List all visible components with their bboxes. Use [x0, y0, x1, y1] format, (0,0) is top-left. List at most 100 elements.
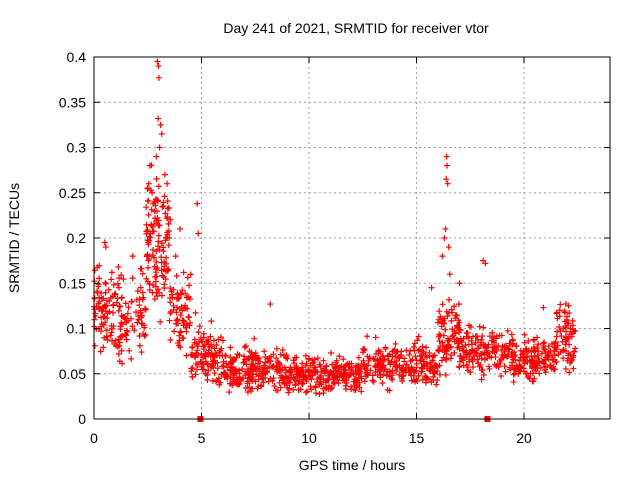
data-point	[439, 301, 446, 308]
data-point	[399, 373, 406, 380]
data-point	[510, 356, 517, 363]
data-point	[437, 332, 444, 339]
data-point	[110, 309, 117, 316]
data-point	[155, 232, 162, 239]
data-point	[457, 353, 464, 360]
data-point	[293, 368, 300, 375]
data-point	[362, 373, 369, 380]
data-point	[187, 271, 194, 278]
data-point	[91, 295, 98, 302]
data-point	[535, 355, 542, 362]
data-point	[541, 360, 548, 367]
data-point	[145, 197, 152, 204]
x-tick-label: 20	[516, 430, 532, 446]
data-point	[286, 379, 293, 386]
data-point	[565, 302, 572, 309]
data-point	[270, 351, 277, 358]
data-point	[146, 162, 153, 169]
data-point	[320, 357, 327, 364]
data-point	[525, 374, 532, 381]
data-point	[221, 371, 228, 378]
data-point	[177, 225, 183, 232]
data-point	[311, 369, 318, 376]
data-point	[566, 309, 573, 316]
data-point	[273, 387, 280, 394]
data-point	[510, 378, 517, 385]
data-point	[95, 283, 102, 290]
data-point	[542, 348, 549, 355]
data-point	[189, 365, 196, 372]
data-point	[445, 310, 452, 317]
data-point	[146, 287, 153, 294]
data-point	[110, 281, 117, 288]
data-point	[550, 366, 557, 373]
data-point	[553, 310, 560, 317]
data-point	[270, 375, 277, 382]
data-point	[489, 337, 496, 344]
data-point	[125, 304, 132, 311]
data-point	[180, 335, 187, 342]
data-point	[425, 376, 432, 383]
data-point	[358, 388, 365, 395]
data-point	[486, 333, 493, 340]
data-point	[208, 318, 215, 325]
data-point	[157, 318, 164, 325]
data-point	[480, 324, 487, 331]
data-point	[120, 276, 127, 283]
data-point	[427, 368, 434, 375]
data-point	[297, 386, 304, 393]
data-point	[110, 302, 117, 309]
data-point	[303, 389, 310, 396]
data-point	[535, 341, 542, 348]
data-point	[323, 362, 330, 369]
data-point	[307, 373, 314, 380]
data-point	[118, 347, 125, 354]
data-point	[435, 348, 442, 355]
data-point	[153, 273, 160, 280]
data-point	[144, 185, 151, 192]
data-point	[167, 336, 174, 343]
data-point	[192, 371, 199, 378]
data-point	[133, 309, 140, 316]
data-point	[154, 264, 161, 271]
data-point	[167, 310, 174, 317]
data-point	[96, 275, 103, 282]
data-point	[342, 382, 349, 389]
data-point	[162, 210, 169, 217]
data-point	[174, 316, 181, 323]
data-point	[118, 294, 125, 301]
data-point	[230, 371, 237, 378]
data-point	[245, 369, 252, 376]
data-point	[480, 371, 487, 378]
data-point	[493, 342, 500, 349]
data-point	[292, 382, 299, 389]
data-point	[410, 344, 417, 351]
data-point	[456, 280, 463, 287]
data-point	[513, 343, 520, 350]
data-point	[149, 189, 156, 196]
data-point	[166, 235, 173, 241]
data-point	[158, 259, 165, 266]
data-point	[227, 344, 234, 351]
data-point	[172, 253, 179, 260]
data-point	[177, 312, 184, 319]
data-point	[456, 319, 463, 326]
data-point	[249, 355, 256, 362]
data-point	[210, 337, 217, 344]
data-point	[369, 377, 376, 384]
data-point	[212, 378, 219, 385]
data-point	[100, 344, 107, 351]
data-point	[211, 370, 218, 377]
data-point	[540, 340, 547, 347]
data-point	[304, 388, 311, 395]
data-point	[294, 373, 301, 380]
data-point	[199, 366, 206, 373]
y-tick-label: 0.4	[67, 49, 87, 65]
data-point	[150, 228, 157, 235]
axis-ticks: 0 0.05 0.1 0.15 0.2 0.25 0.3 0.35 0.4 0 5 10 15 20	[59, 49, 610, 446]
data-point	[146, 237, 153, 244]
data-point	[155, 115, 162, 122]
data-point	[459, 343, 466, 350]
y-axis-label: SRMTID / TECUs	[6, 183, 22, 293]
data-point	[155, 238, 162, 245]
